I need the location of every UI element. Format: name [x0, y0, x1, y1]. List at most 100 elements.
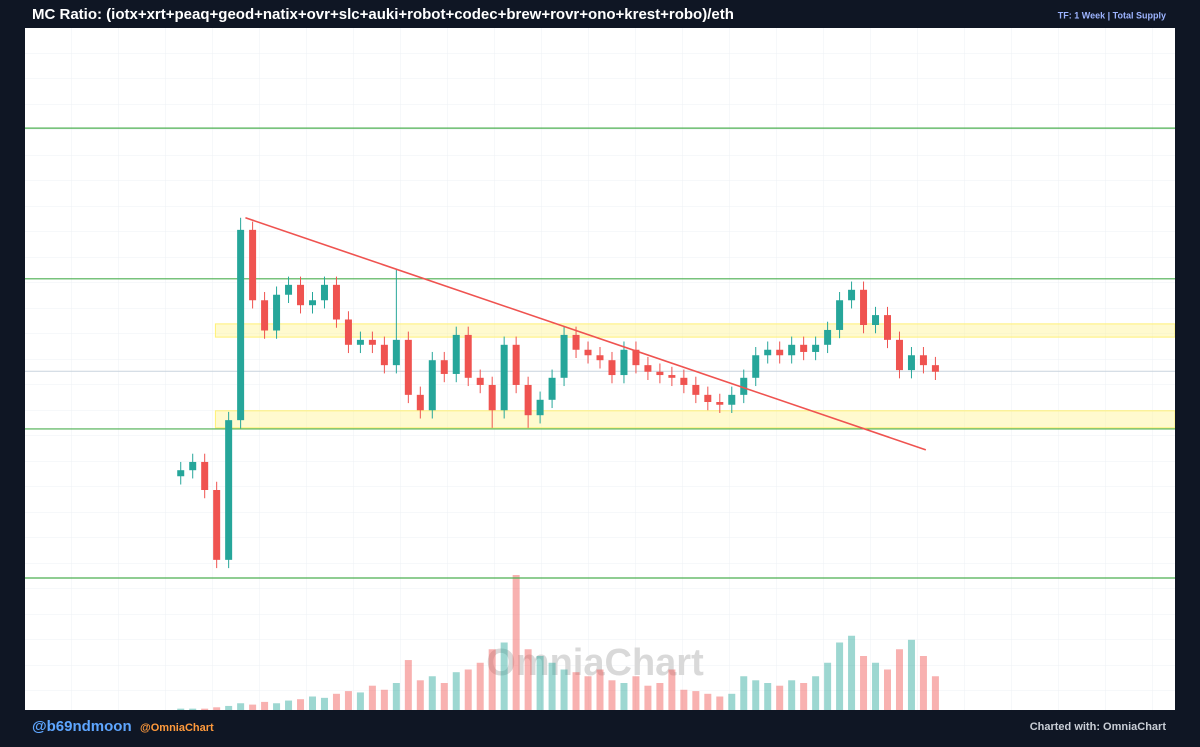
volume-bar [872, 662, 880, 710]
candle-body [237, 229, 245, 421]
candle-body [704, 394, 712, 402]
volume-bar [632, 676, 640, 710]
volume-bar [740, 676, 748, 710]
volume-bar [812, 676, 820, 710]
candle-body [848, 289, 856, 301]
volume-bar [356, 692, 364, 710]
volume-bar [836, 642, 844, 710]
brand: @OmniaChart [140, 722, 214, 734]
candle-body [297, 284, 305, 306]
candle-body [404, 339, 412, 395]
volume-bar [716, 696, 724, 710]
candle-body [788, 344, 796, 356]
candle-body [919, 355, 927, 366]
credit: Charted with: OmniaChart [1030, 721, 1167, 733]
volume-bar [848, 635, 856, 710]
volume-bar [440, 683, 448, 710]
candle-body [273, 294, 281, 331]
candle-body [644, 365, 652, 372]
volume-bar [249, 704, 257, 710]
volume-bar [392, 683, 400, 710]
candle-body [309, 300, 316, 306]
volume-bar [824, 662, 832, 710]
volume-bar [237, 703, 245, 710]
volume-bar [512, 575, 520, 710]
candle-body [800, 344, 808, 352]
subtitle: TF: 1 Week | Total Supply [1058, 10, 1166, 20]
volume-bar [668, 669, 676, 710]
candle-body [225, 420, 233, 560]
volume-bar [884, 669, 891, 710]
candle-body [560, 334, 568, 378]
candle-body [907, 355, 915, 371]
candle-body [584, 349, 592, 356]
candle-body [380, 344, 388, 366]
candle-body [476, 377, 484, 385]
candle-body [608, 360, 616, 376]
volume-bar [488, 649, 496, 710]
volume-bar [608, 680, 616, 710]
candle-body [548, 377, 556, 400]
author: @b69ndmoon [32, 718, 132, 735]
candle-body [213, 490, 221, 560]
volume-bar [476, 662, 484, 710]
zone [214, 323, 1175, 338]
plot [25, 127, 1175, 710]
candle-body [344, 319, 352, 345]
candle-body [428, 360, 436, 411]
candle-body [512, 344, 520, 385]
volume-bar [189, 708, 197, 710]
candle-body [668, 375, 676, 378]
candle-body [632, 349, 640, 366]
candle-body [931, 365, 939, 372]
volume-bar [644, 685, 652, 710]
volume-bar [692, 691, 700, 710]
candle-body [524, 384, 532, 416]
candle-body [716, 402, 724, 405]
volume-bar [297, 699, 305, 710]
volume-bar [907, 639, 915, 710]
volume-bar [201, 708, 209, 710]
volume-bar [800, 683, 808, 710]
candle-body [392, 339, 400, 366]
volume-bar [919, 656, 927, 710]
volume-bar [344, 691, 352, 710]
volume-bar [452, 672, 460, 710]
candle-body [488, 384, 496, 411]
candle-body [356, 339, 364, 345]
volume-bar [500, 642, 508, 710]
volume-bar [656, 683, 664, 710]
volume-bar [225, 705, 233, 710]
volume-bar [560, 669, 568, 710]
volume-bar [584, 676, 592, 710]
volume-bar [261, 701, 269, 710]
volume-bar [380, 689, 388, 710]
chart-title: MC Ratio: (iotx+xrt+peaq+geod+natix+ovr+… [32, 6, 734, 23]
volume-bar [764, 683, 772, 710]
trendline [245, 216, 927, 451]
candle-body [177, 470, 185, 477]
candle-body [776, 349, 784, 356]
volume-bar [524, 649, 532, 710]
volume-bar [428, 676, 436, 710]
candle-body [500, 344, 508, 411]
candle-body [416, 394, 424, 411]
candle-body [620, 349, 628, 376]
volume-bar [704, 693, 712, 710]
candle-body [464, 334, 472, 378]
candle-body [884, 315, 891, 340]
volume-bar [728, 693, 736, 710]
candle-body [332, 284, 340, 320]
candle-body [368, 339, 376, 345]
candle-body [656, 371, 664, 376]
candle-body [872, 315, 880, 325]
volume-bar [680, 689, 688, 710]
volume-bar [177, 708, 185, 710]
zone [214, 410, 1175, 429]
volume-bar [620, 683, 628, 710]
candle-body [261, 300, 269, 331]
volume-bar [273, 703, 281, 710]
volume-bar [931, 676, 939, 710]
